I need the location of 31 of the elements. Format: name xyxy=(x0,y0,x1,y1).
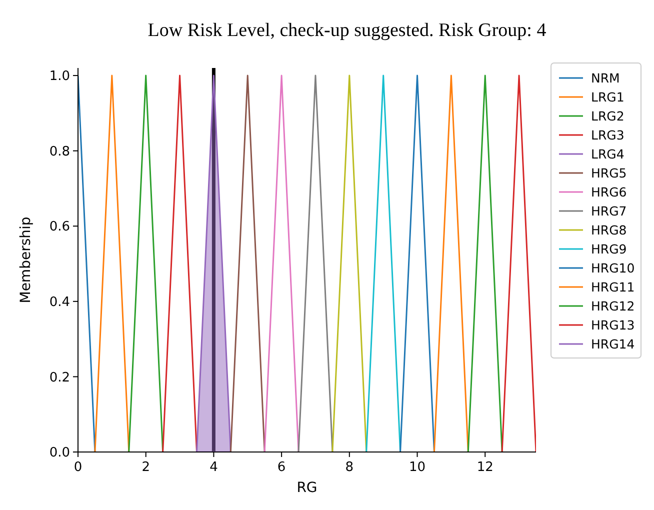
legend-label: HRG10 xyxy=(591,260,635,276)
y-tick-label: 1.0 xyxy=(49,69,70,84)
legend-label: HRG6 xyxy=(591,184,627,200)
x-tick-label: 6 xyxy=(277,460,286,475)
x-tick-label: 10 xyxy=(408,460,426,475)
chart-title: Low Risk Level, check-up suggested. Risk Group: 4 xyxy=(148,20,547,41)
y-tick-label: 0.4 xyxy=(49,294,70,310)
x-tick-label: 12 xyxy=(476,460,494,475)
y-tick-label: 0.0 xyxy=(49,446,70,461)
legend-label: LRG2 xyxy=(591,108,624,124)
y-tick-label: 0.8 xyxy=(49,144,70,160)
legend-label: LRG3 xyxy=(591,127,624,142)
legend-label: NRM xyxy=(591,70,620,86)
legend-label: HRG13 xyxy=(591,317,635,332)
x-tick-label: 8 xyxy=(345,460,354,475)
legend-label: LRG4 xyxy=(591,146,624,162)
legend-label: LRG1 xyxy=(591,89,624,104)
x-tick-label: 4 xyxy=(210,460,218,475)
legend-label: HRG7 xyxy=(591,203,627,218)
y-axis-title: Membership xyxy=(18,216,34,304)
legend-label: HRG14 xyxy=(591,336,635,352)
legend-label: HRG9 xyxy=(591,241,627,256)
legend-label: HRG11 xyxy=(591,279,635,294)
x-axis-title: RG xyxy=(296,480,318,496)
y-tick-label: 0.6 xyxy=(49,220,70,235)
x-tick-label: 0 xyxy=(74,460,82,475)
legend-label: HRG8 xyxy=(591,222,627,238)
x-tick-label: 2 xyxy=(142,460,150,475)
legend-label: HRG5 xyxy=(591,165,627,180)
legend-label: HRG12 xyxy=(591,298,635,314)
y-tick-label: 0.2 xyxy=(49,370,70,386)
